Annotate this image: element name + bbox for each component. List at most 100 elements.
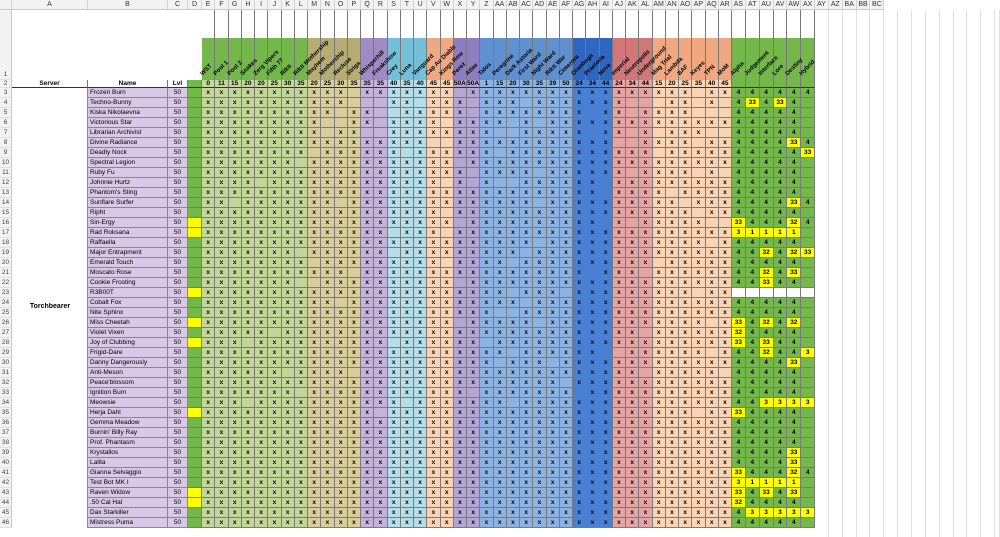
completion-cell[interactable]: x xyxy=(414,218,428,228)
ability-level[interactable] xyxy=(745,288,760,298)
completion-cell[interactable]: x xyxy=(281,178,295,188)
completion-cell[interactable]: x xyxy=(308,408,322,418)
completion-cell[interactable]: x xyxy=(639,258,653,268)
completion-cell[interactable]: x xyxy=(506,108,520,118)
completion-cell[interactable]: x xyxy=(679,108,693,118)
completion-cell[interactable] xyxy=(626,138,640,148)
character-level[interactable]: 50 xyxy=(168,208,188,218)
completion-cell[interactable]: x xyxy=(559,238,573,248)
completion-cell[interactable]: x xyxy=(294,128,308,138)
completion-cell[interactable]: x xyxy=(679,438,693,448)
completion-cell[interactable]: x xyxy=(427,118,441,128)
completion-cell[interactable]: x xyxy=(255,278,269,288)
row-number[interactable]: 7 xyxy=(0,128,12,138)
completion-cell[interactable]: x xyxy=(440,428,454,438)
completion-cell[interactable]: x xyxy=(599,498,613,508)
completion-cell[interactable]: x xyxy=(665,388,679,398)
completion-cell[interactable]: x xyxy=(559,178,573,188)
completion-cell[interactable]: x xyxy=(599,298,613,308)
completion-cell[interactable]: x xyxy=(692,518,706,528)
completion-cell[interactable]: x xyxy=(321,238,335,248)
completion-cell[interactable]: x xyxy=(665,158,679,168)
completion-cell[interactable]: x xyxy=(453,508,467,518)
ability-level[interactable]: 4 xyxy=(773,118,788,128)
completion-cell[interactable]: x xyxy=(559,398,573,408)
completion-cell[interactable]: x xyxy=(480,168,494,178)
completion-cell[interactable]: x xyxy=(228,268,242,278)
character-level[interactable]: 50 xyxy=(168,238,188,248)
ability-level[interactable]: 4 xyxy=(773,308,788,318)
completion-cell[interactable]: x xyxy=(533,148,547,158)
completion-cell[interactable]: x xyxy=(255,118,269,128)
completion-cell[interactable]: x xyxy=(639,348,653,358)
completion-cell[interactable]: x xyxy=(387,328,401,338)
completion-cell[interactable]: x xyxy=(705,468,719,478)
completion-cell[interactable]: x xyxy=(652,388,666,398)
completion-cell[interactable]: x xyxy=(599,268,613,278)
completion-cell[interactable]: x xyxy=(427,358,441,368)
ability-level[interactable]: 4 xyxy=(773,448,788,458)
completion-cell[interactable]: x xyxy=(679,238,693,248)
completion-cell[interactable]: x xyxy=(374,468,388,478)
completion-cell[interactable]: x xyxy=(480,388,494,398)
completion-cell[interactable]: x xyxy=(679,118,693,128)
completion-cell[interactable] xyxy=(692,168,706,178)
completion-cell[interactable]: x xyxy=(480,308,494,318)
completion-cell[interactable]: x xyxy=(573,238,587,248)
completion-cell[interactable]: x xyxy=(228,398,242,408)
completion-cell[interactable]: x xyxy=(268,518,282,528)
ability-level[interactable]: 4 xyxy=(745,468,760,478)
completion-cell[interactable]: x xyxy=(679,408,693,418)
completion-cell[interactable]: x xyxy=(480,418,494,428)
completion-cell[interactable]: x xyxy=(493,438,507,448)
completion-cell[interactable]: x xyxy=(361,508,375,518)
completion-cell[interactable]: x xyxy=(202,198,216,208)
column-header[interactable]: AS xyxy=(732,0,746,10)
completion-cell[interactable]: x xyxy=(520,258,534,268)
ability-level[interactable] xyxy=(801,118,816,128)
completion-cell[interactable]: x xyxy=(480,268,494,278)
completion-cell[interactable]: x xyxy=(692,508,706,518)
completion-cell[interactable]: x xyxy=(612,198,626,208)
ability-level[interactable]: 4 xyxy=(732,308,746,318)
completion-cell[interactable]: x xyxy=(612,258,626,268)
completion-cell[interactable]: x xyxy=(586,508,600,518)
completion-cell[interactable]: x xyxy=(546,328,560,338)
ability-level[interactable]: 4 xyxy=(745,458,760,468)
completion-cell[interactable]: x xyxy=(652,138,666,148)
column-header[interactable]: AE xyxy=(546,0,560,10)
completion-cell[interactable]: x xyxy=(546,338,560,348)
completion-cell[interactable]: x xyxy=(228,128,242,138)
completion-cell[interactable]: x xyxy=(533,278,547,288)
ability-level[interactable]: 33 xyxy=(801,248,816,258)
completion-cell[interactable]: x xyxy=(387,458,401,468)
completion-cell[interactable]: x xyxy=(347,178,361,188)
completion-cell[interactable] xyxy=(440,178,454,188)
completion-cell[interactable]: x xyxy=(281,258,295,268)
row-number[interactable]: 27 xyxy=(0,328,12,338)
completion-cell[interactable]: x xyxy=(427,188,441,198)
completion-cell[interactable] xyxy=(440,258,454,268)
completion-cell[interactable]: x xyxy=(294,198,308,208)
completion-cell[interactable] xyxy=(506,398,520,408)
completion-cell[interactable] xyxy=(692,108,706,118)
completion-cell[interactable]: x xyxy=(321,88,335,98)
ability-level[interactable]: 32 xyxy=(759,248,774,258)
completion-cell[interactable]: x xyxy=(679,488,693,498)
completion-cell[interactable]: x xyxy=(294,468,308,478)
completion-cell[interactable]: x xyxy=(467,288,481,298)
completion-cell[interactable]: x xyxy=(215,278,229,288)
completion-cell[interactable]: x xyxy=(679,98,693,108)
completion-cell[interactable]: x xyxy=(652,118,666,128)
completion-cell[interactable]: x xyxy=(520,398,534,408)
completion-cell[interactable]: x xyxy=(228,428,242,438)
completion-cell[interactable]: x xyxy=(480,438,494,448)
completion-cell[interactable]: x xyxy=(202,438,216,448)
completion-cell[interactable]: x xyxy=(400,268,414,278)
completion-cell[interactable]: x xyxy=(427,278,441,288)
completion-cell[interactable]: x xyxy=(599,228,613,238)
completion-cell[interactable]: x xyxy=(546,468,560,478)
completion-cell[interactable]: x xyxy=(692,348,706,358)
completion-cell[interactable]: x xyxy=(374,498,388,508)
completion-cell[interactable]: x xyxy=(586,148,600,158)
